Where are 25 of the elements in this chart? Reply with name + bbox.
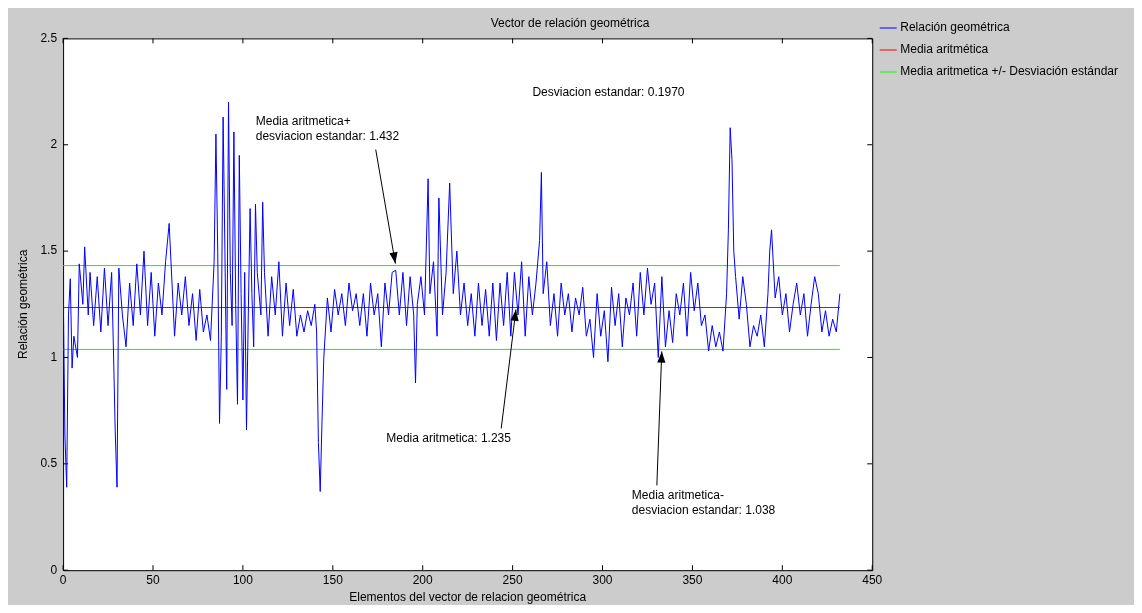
y-tick-label: 1 xyxy=(50,349,58,364)
x-tick-label: 50 xyxy=(146,572,160,587)
x-tick-label: 150 xyxy=(322,572,344,587)
y-tick-label: 2.5 xyxy=(40,30,58,45)
y-axis-title: Relación geométrica xyxy=(15,249,30,359)
x-tick-label: 250 xyxy=(502,572,523,587)
y-tick-label: 0.5 xyxy=(40,456,58,471)
y-tick-label: 2 xyxy=(50,137,58,152)
chart-title: Vector de relación geométrica xyxy=(490,15,650,30)
x-tick-label: 450 xyxy=(862,572,883,587)
y-tick-label: 1.5 xyxy=(40,243,58,258)
x-tick-label: 200 xyxy=(412,572,434,587)
x-tick-label: 400 xyxy=(772,572,793,587)
x-tick-label: 300 xyxy=(592,572,613,587)
annotation: Desviacion estandar: 0.1970 xyxy=(532,84,685,99)
x-tick-label: 100 xyxy=(232,572,254,587)
legend-label: Relación geométrica xyxy=(900,20,1010,35)
x-axis-title: Elementos del vector de relacion geométrica xyxy=(349,590,587,605)
legend-label: Media aritmética xyxy=(900,42,989,57)
annotation: Media aritmetica- desviacion estandar: 1.038 xyxy=(631,487,776,517)
x-tick-label: 350 xyxy=(682,572,703,587)
annotation: Media aritmetica: 1.235 xyxy=(386,430,512,445)
legend-label: Media aritmetica +/- Desviación estándar xyxy=(900,64,1118,79)
annotation: Media aritmetica+ desviacion estandar: 1.432 xyxy=(255,113,400,143)
y-tick-label: 0 xyxy=(50,562,58,577)
